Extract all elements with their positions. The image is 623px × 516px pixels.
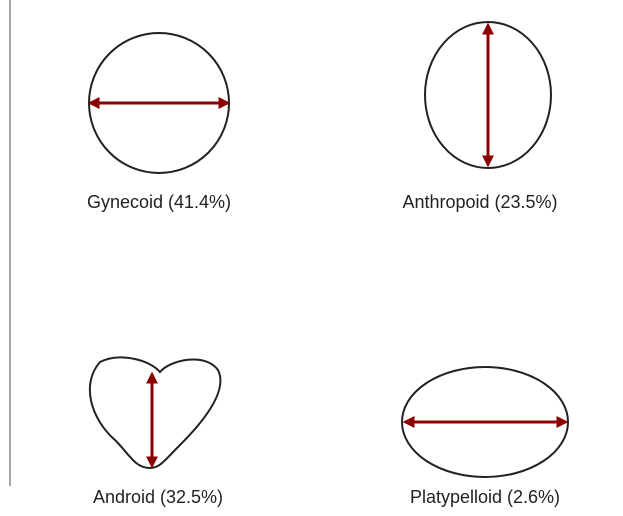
shape-label: Anthropoid (23.5%) — [402, 192, 557, 212]
shape-label: Android (32.5%) — [93, 487, 223, 507]
platypelloid: Platypelloid (2.6%) — [402, 367, 568, 507]
shape-label: Gynecoid (41.4%) — [87, 192, 231, 212]
android: Android (32.5%) — [90, 357, 223, 506]
pelvis-shapes-diagram: Gynecoid (41.4%) Anthropoid (23.5%) Andr… — [0, 0, 623, 516]
shape-label: Platypelloid (2.6%) — [410, 487, 560, 507]
anthropoid: Anthropoid (23.5%) — [402, 22, 557, 212]
android-outline — [90, 357, 221, 468]
gynecoid: Gynecoid (41.4%) — [87, 33, 231, 212]
